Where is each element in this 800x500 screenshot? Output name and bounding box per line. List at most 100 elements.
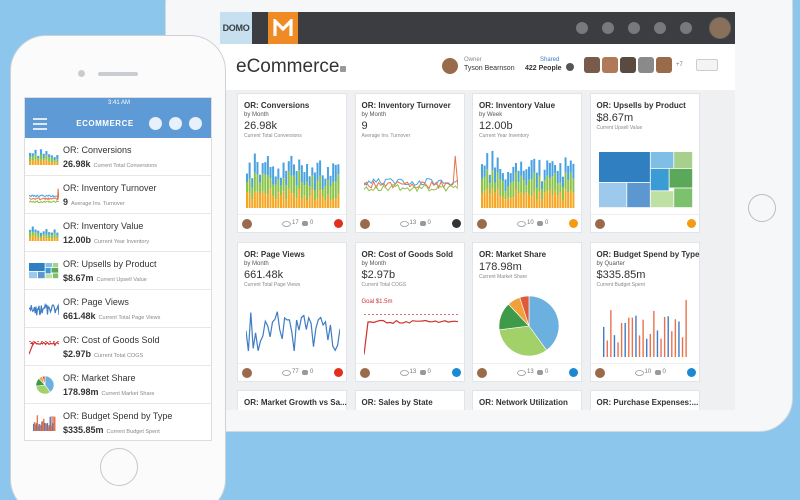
chart-shape — [535, 187, 538, 200]
list-item[interactable]: OR: Market Share 178.98m Current Market Sh… — [25, 366, 211, 404]
header-icon[interactable] — [189, 117, 202, 130]
card[interactable]: OR: Sales by State — [354, 390, 465, 410]
card[interactable]: OR: Cost of Goods Sold by Month $2.97b Curr… — [354, 242, 465, 382]
chart-shape — [538, 191, 541, 208]
app-logo[interactable] — [268, 12, 298, 44]
card-title: OR: Market Share — [479, 250, 547, 259]
card-footer-line — [238, 363, 346, 364]
nav-icon[interactable] — [602, 22, 614, 34]
chart-shape — [509, 182, 512, 199]
item-caption: Current Year Inventory — [94, 239, 150, 245]
chart-shape — [512, 181, 515, 198]
card-footer-line — [473, 214, 581, 215]
chart-shape — [525, 169, 528, 186]
card[interactable]: OR: Purchase Expenses:... — [589, 390, 700, 410]
list-item[interactable]: OR: Inventory Value 12.00b Current Year In… — [25, 214, 211, 252]
card-caption: Average Inv. Turnover — [361, 133, 411, 139]
user-avatar[interactable] — [709, 17, 731, 39]
chart-shape — [488, 174, 491, 184]
chart-shape — [300, 165, 303, 183]
header-icon[interactable] — [149, 117, 162, 130]
item-caption: Average Inv. Turnover — [71, 201, 125, 207]
chart-shape — [677, 321, 680, 357]
chart-shape — [522, 170, 525, 181]
card[interactable]: OR: Upsells by Product $8.67m Current Upse… — [589, 93, 700, 233]
list-item[interactable]: OR: Upsells by Product $8.67m Current Upse… — [25, 252, 211, 290]
shared-avatar[interactable] — [656, 57, 672, 73]
chart-shape — [29, 271, 38, 279]
chart-shape — [285, 185, 288, 200]
nav-icon[interactable] — [654, 22, 666, 34]
domo-logo: DOMO — [220, 12, 252, 44]
mini-chart — [246, 311, 340, 352]
chart-shape — [42, 158, 45, 161]
author-avatar — [242, 219, 252, 229]
card[interactable]: OR: Inventory Value by Week 12.00b Current … — [472, 93, 582, 233]
chart-shape — [56, 232, 59, 236]
chart-shape — [261, 163, 264, 174]
chart-shape — [546, 160, 549, 176]
card[interactable]: OR: Market Growth vs Sa... — [237, 390, 347, 410]
top-bar: DOMO — [220, 12, 735, 44]
chart-shape — [616, 342, 619, 357]
chart-shape — [530, 195, 533, 208]
list-item[interactable]: OR: Page Views 661.48k Current Total Page … — [25, 290, 211, 328]
item-value-row: $2.97b Current Total COGS — [63, 349, 143, 359]
chart-shape — [45, 267, 51, 274]
chart-shape — [319, 175, 322, 191]
chart-shape — [650, 168, 669, 191]
card[interactable]: OR: Network Utilization — [472, 390, 582, 410]
mini-chart — [282, 370, 291, 376]
nav-icon[interactable] — [576, 22, 588, 34]
card[interactable]: OR: Page Views by Month 661.48k Current Tot… — [237, 242, 347, 382]
shared-avatar[interactable] — [584, 57, 600, 73]
chart-shape — [290, 155, 293, 176]
card[interactable]: OR: Inventory Turnover by Month 9 Average I… — [354, 93, 465, 233]
chart-shape — [528, 179, 531, 195]
chart-shape — [261, 191, 264, 208]
chart-shape — [43, 418, 45, 431]
card-caption: Current Budget Spent — [596, 282, 645, 288]
header-icon[interactable] — [169, 117, 182, 130]
list-item[interactable]: OR: Conversions 26.98k Current Total Conve… — [25, 138, 211, 176]
card[interactable]: OR: Budget Spend by Type by Quarter $335.8… — [589, 242, 700, 382]
nav-icon[interactable] — [628, 22, 640, 34]
shared-avatar[interactable] — [638, 57, 654, 73]
chart-shape — [37, 230, 40, 234]
chart-shape — [50, 235, 53, 239]
tablet-home-button[interactable] — [748, 194, 776, 222]
mini-chart — [282, 221, 291, 227]
status-bar — [25, 98, 211, 110]
chart-shape — [649, 333, 651, 357]
item-value: $2.97b — [63, 349, 92, 359]
shared-avatar[interactable] — [602, 57, 618, 73]
chart-shape — [29, 263, 45, 271]
card[interactable]: OR: Market Share 178.98m Current Market Sh… — [472, 242, 582, 382]
list-item[interactable]: OR: Cost of Goods Sold $2.97b Current Tota… — [25, 328, 211, 366]
owner-name: Tyson Bearnson — [464, 65, 515, 72]
nav-icon[interactable] — [680, 22, 692, 34]
comment-icon — [537, 370, 543, 375]
chart-shape — [332, 163, 335, 182]
sort-button[interactable] — [696, 59, 718, 71]
chart-shape — [44, 375, 55, 393]
chart-shape — [520, 192, 523, 208]
chart-shape — [293, 164, 296, 176]
chart-shape — [45, 238, 48, 241]
chart-shape — [514, 189, 517, 208]
mini-chart — [399, 370, 409, 376]
chart-shape — [34, 424, 37, 431]
card[interactable]: OR: Conversions by Month 26.98k Current Tot… — [237, 93, 347, 233]
list-item[interactable]: OR: Budget Spend by Type $335.85m Current … — [25, 404, 211, 440]
shared-avatar[interactable] — [620, 57, 636, 73]
card-value: 661.48k — [244, 269, 284, 281]
list-item[interactable]: OR: Inventory Turnover 9 Average Inv. Turn… — [25, 176, 211, 214]
chart-shape — [256, 191, 259, 208]
chart-shape — [517, 193, 520, 208]
chart-shape — [319, 160, 322, 176]
phone-home-button[interactable] — [100, 448, 138, 486]
chart-shape — [33, 423, 35, 431]
share-dot[interactable] — [566, 63, 574, 71]
chart-shape — [496, 157, 499, 173]
chart-shape — [269, 177, 272, 189]
